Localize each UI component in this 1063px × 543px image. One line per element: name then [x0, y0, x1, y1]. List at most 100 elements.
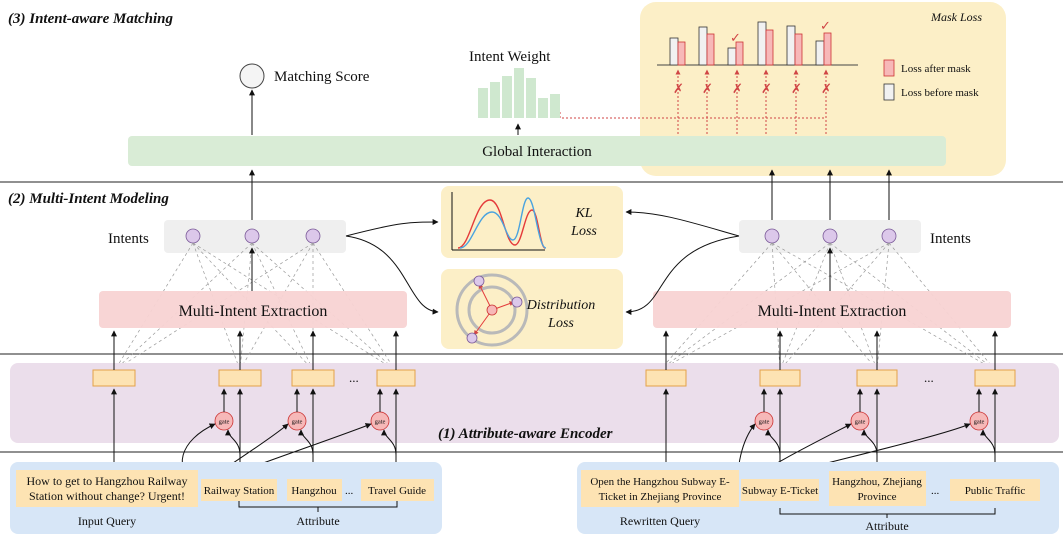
bar-before-6 — [815, 40, 825, 66]
attribute-right-2-line2: Province — [857, 491, 896, 503]
kl-loss-plot — [451, 192, 547, 251]
section-title-modeling: (2) Multi-Intent Modeling — [8, 191, 169, 207]
token-right-attr-1 — [759, 369, 801, 387]
bar-before-1 — [669, 37, 679, 66]
matching-score-node — [239, 63, 265, 89]
attribute-left-3: Travel Guide — [368, 485, 426, 497]
cross-mark-6: ✗ — [821, 81, 832, 96]
attribute-box-right-1 — [741, 479, 819, 501]
gates-left — [214, 411, 390, 431]
attribute-box-left-1 — [201, 479, 277, 501]
mask-loss-title: Mask Loss — [930, 10, 982, 24]
token-right-attr-2 — [856, 369, 898, 387]
mask-loss-bars: ✓ ✓ — [657, 18, 858, 66]
weight-bar-2 — [490, 82, 500, 118]
extraction-label-right: Multi-Intent Extraction — [758, 303, 907, 320]
attribute-right-2-line1: Hangzhou, Zhejiang — [832, 476, 922, 488]
attribute-right-3: Public Traffic — [965, 485, 1026, 497]
legend-swatch-after — [883, 59, 895, 77]
weight-bar-3 — [502, 76, 512, 118]
matching-score-label: Matching Score — [274, 69, 370, 85]
global-interaction-label: Global Interaction — [482, 144, 592, 160]
token-left-attr-1 — [218, 369, 262, 387]
weight-bar-1 — [478, 88, 488, 118]
input-query-line2: Station without change? Urgent! — [29, 489, 185, 503]
distribution-loss-graphic — [455, 273, 529, 347]
kl-loss-panel — [441, 186, 623, 258]
extraction-label-left: Multi-Intent Extraction — [179, 303, 328, 320]
mask-loss-panel — [640, 2, 1006, 176]
bar-before-4 — [757, 21, 767, 66]
bar-after-1 — [677, 41, 686, 66]
gate-label: gate — [855, 419, 866, 426]
attribute-label-right: Attribute — [865, 519, 908, 533]
cross-mark-5: ✗ — [791, 81, 802, 96]
token-right-attr-3 — [974, 369, 1016, 387]
gate-label: gate — [292, 419, 303, 426]
distribution-loss-label-line2: Loss — [547, 316, 574, 331]
weight-bar-6 — [538, 98, 548, 118]
rewritten-query-line1: Open the Hangzhou Subway E- — [590, 476, 730, 488]
input-query-line1: How to get to Hangzhou Railway — [27, 474, 188, 488]
intent-node-right-2 — [822, 228, 838, 244]
input-query-box — [16, 470, 198, 507]
kl-loss-label-line1: KL — [574, 206, 592, 221]
rewritten-query-box — [581, 470, 739, 507]
weight-bar-5 — [526, 78, 536, 118]
intent-node-right-3 — [881, 228, 897, 244]
rewritten-query-line2: Ticket in Zhejiang Province — [599, 491, 722, 503]
gate-label: gate — [974, 419, 985, 426]
bar-after-6 — [823, 32, 832, 66]
weight-bar-7 — [550, 94, 560, 118]
gates-right — [754, 411, 989, 431]
input-query-label: Input Query — [78, 514, 136, 528]
gate-label: gate — [375, 419, 386, 426]
section-title-encoder: (1) Attribute-aware Encoder — [438, 426, 613, 442]
cross-mark-2: ✗ — [702, 81, 713, 96]
intent-weight-histogram — [478, 68, 560, 118]
attribute-label-left: Attribute — [296, 514, 339, 528]
attribute-box-left-3 — [361, 479, 434, 501]
bar-after-2 — [706, 33, 715, 66]
bar-after-4 — [765, 29, 774, 66]
gate-label: gate — [219, 419, 230, 426]
attribute-ellipsis-right: ... — [931, 485, 940, 497]
gate-label: gate — [759, 419, 770, 426]
attribute-ellipsis-left: ... — [345, 485, 354, 497]
intents-label-right: Intents — [930, 231, 971, 247]
weight-bar-4 — [514, 68, 524, 118]
multi-intent-extraction-right — [653, 291, 1011, 328]
check-mark-1: ✓ — [730, 30, 741, 45]
cross-mark-4: ✗ — [761, 81, 772, 96]
intents-label-left: Intents — [108, 231, 149, 247]
bar-before-3 — [727, 47, 737, 66]
token-right-query — [645, 369, 687, 387]
attribute-box-left-2 — [287, 479, 342, 501]
global-interaction-bar — [128, 136, 946, 166]
attribute-left-2: Hangzhou — [291, 485, 337, 497]
attribute-box-right-2 — [829, 471, 926, 506]
intent-node-left-3 — [305, 228, 321, 244]
token-left-attr-3 — [376, 369, 416, 387]
bar-before-5 — [786, 25, 796, 66]
bar-before-2 — [698, 26, 708, 66]
attribute-left-1: Railway Station — [204, 485, 275, 497]
multi-intent-extraction-left — [99, 291, 407, 328]
cross-mark-3: ✗ — [732, 81, 743, 96]
legend-swatch-before — [883, 83, 895, 101]
intent-node-right-1 — [764, 228, 780, 244]
legend-after: Loss after mask — [901, 63, 971, 75]
token-left-query — [92, 369, 136, 387]
cross-mark-1: ✗ — [673, 81, 684, 96]
token-left-attr-2 — [291, 369, 335, 387]
intent-node-left-2 — [244, 228, 260, 244]
token-ellipsis-right: ... — [924, 370, 934, 385]
kl-loss-label-line2: Loss — [570, 224, 597, 239]
mask-loss-legend: Loss after mask Loss before mask — [883, 59, 979, 101]
distribution-loss-label-line1: Distribution — [526, 298, 595, 313]
token-ellipsis-left: ... — [349, 370, 359, 385]
attribute-box-right-3 — [950, 479, 1040, 501]
legend-before: Loss before mask — [901, 87, 979, 99]
intent-node-left-1 — [185, 228, 201, 244]
